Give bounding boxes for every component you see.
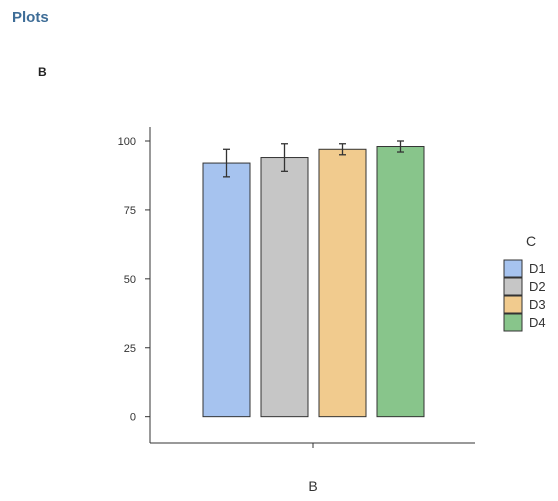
bar-d1 bbox=[202, 162, 251, 418]
error-bars bbox=[223, 140, 404, 178]
y-tick-label: 0 bbox=[130, 412, 136, 424]
bar-d4 bbox=[376, 146, 425, 418]
legend-key-d3 bbox=[503, 295, 523, 314]
bar-d2 bbox=[260, 157, 309, 418]
legend-key-d4 bbox=[503, 313, 523, 332]
y-tick-label: 75 bbox=[124, 205, 136, 217]
bar-d3 bbox=[318, 148, 367, 418]
bars bbox=[202, 146, 425, 418]
legend: C D1 D2 D3 D4 bbox=[503, 233, 546, 332]
y-ticks: 0 25 50 75 100 bbox=[118, 136, 150, 424]
panel-label: B bbox=[38, 65, 47, 79]
legend-label-d4: D4 bbox=[529, 315, 546, 330]
axes: 0 25 50 75 100 bbox=[118, 127, 475, 448]
section-title: Plots bbox=[12, 9, 49, 26]
y-tick-label: 100 bbox=[118, 136, 136, 148]
legend-key-d2 bbox=[503, 277, 523, 296]
legend-label-d2: D2 bbox=[529, 279, 546, 294]
legend-label-d3: D3 bbox=[529, 297, 546, 312]
legend-title: C bbox=[526, 233, 536, 249]
y-tick-label: 50 bbox=[124, 274, 136, 286]
x-axis-title: B bbox=[308, 478, 317, 494]
legend-key-d1 bbox=[503, 259, 523, 278]
legend-label-d1: D1 bbox=[529, 261, 546, 276]
y-tick-label: 25 bbox=[124, 343, 136, 355]
